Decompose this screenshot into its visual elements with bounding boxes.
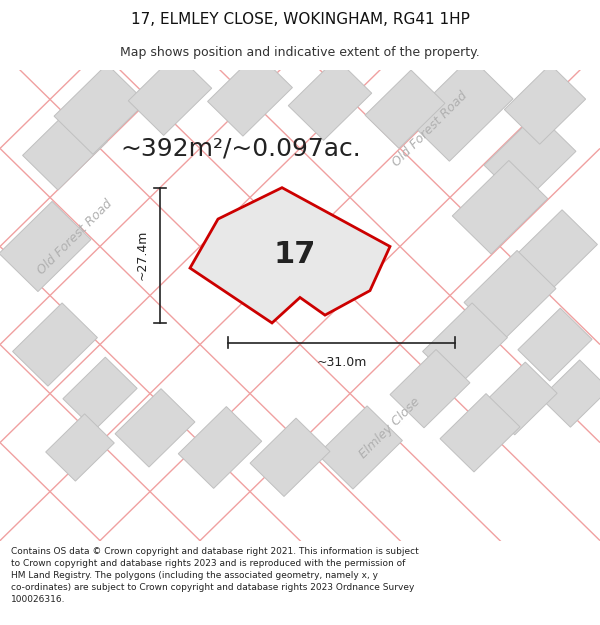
Text: Map shows position and indicative extent of the property.: Map shows position and indicative extent… bbox=[120, 46, 480, 59]
Polygon shape bbox=[390, 349, 470, 428]
Polygon shape bbox=[23, 107, 107, 190]
Text: Contains OS data © Crown copyright and database right 2021. This information is : Contains OS data © Crown copyright and d… bbox=[11, 548, 419, 604]
Polygon shape bbox=[115, 389, 195, 467]
Polygon shape bbox=[422, 303, 508, 386]
Polygon shape bbox=[407, 58, 513, 161]
Polygon shape bbox=[63, 357, 137, 430]
Polygon shape bbox=[483, 362, 557, 435]
Text: 17: 17 bbox=[274, 240, 316, 269]
Polygon shape bbox=[208, 53, 292, 136]
Polygon shape bbox=[128, 54, 212, 136]
Polygon shape bbox=[505, 64, 586, 144]
Polygon shape bbox=[46, 414, 114, 481]
Polygon shape bbox=[512, 210, 598, 293]
Polygon shape bbox=[13, 303, 97, 386]
Polygon shape bbox=[452, 161, 548, 254]
Text: ~27.4m: ~27.4m bbox=[136, 230, 149, 281]
Polygon shape bbox=[541, 360, 600, 427]
Polygon shape bbox=[365, 70, 445, 148]
Text: ~392m²/~0.097ac.: ~392m²/~0.097ac. bbox=[120, 136, 361, 161]
Text: Old Forest Road: Old Forest Road bbox=[35, 197, 115, 277]
Polygon shape bbox=[484, 113, 576, 203]
Polygon shape bbox=[54, 64, 146, 154]
Polygon shape bbox=[0, 201, 91, 291]
Polygon shape bbox=[518, 308, 592, 381]
Polygon shape bbox=[178, 407, 262, 488]
Text: Old Forest Road: Old Forest Road bbox=[390, 89, 470, 169]
Polygon shape bbox=[317, 406, 403, 489]
Polygon shape bbox=[190, 188, 390, 323]
Polygon shape bbox=[288, 59, 372, 141]
Text: Elmley Close: Elmley Close bbox=[357, 395, 423, 461]
Text: ~31.0m: ~31.0m bbox=[316, 356, 367, 369]
Polygon shape bbox=[250, 418, 330, 496]
Polygon shape bbox=[464, 251, 556, 341]
Text: 17, ELMLEY CLOSE, WOKINGHAM, RG41 1HP: 17, ELMLEY CLOSE, WOKINGHAM, RG41 1HP bbox=[131, 12, 469, 27]
Polygon shape bbox=[440, 394, 520, 472]
